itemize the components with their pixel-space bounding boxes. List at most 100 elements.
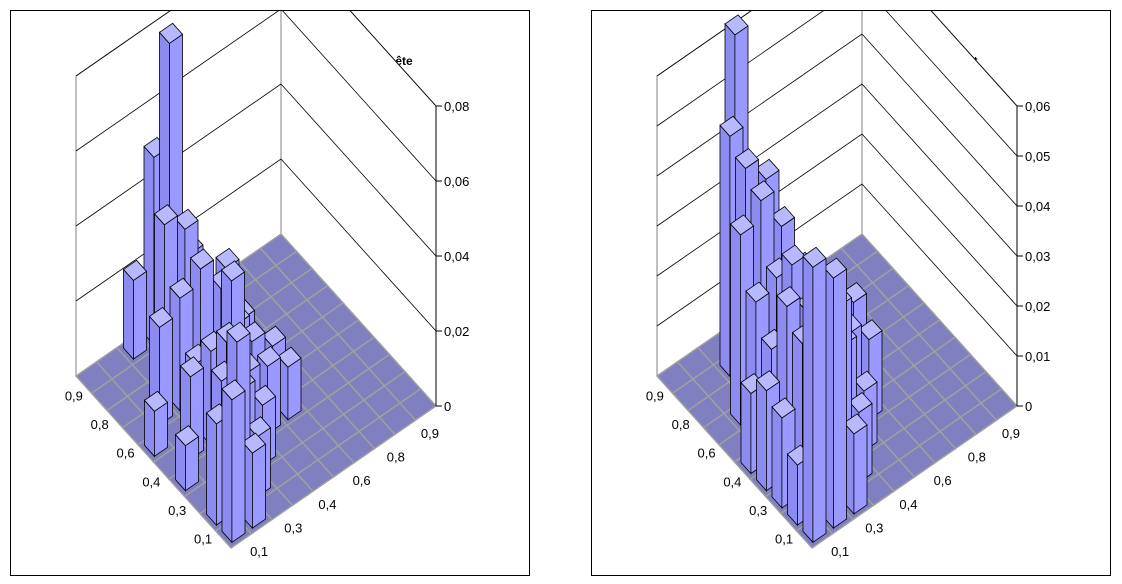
- bar-face-top: [848, 391, 873, 414]
- bar-face-top: [174, 208, 199, 230]
- bar-face-top: [226, 321, 251, 343]
- z-tick-label: 0,05: [1025, 149, 1050, 164]
- bar-face-top: [822, 257, 848, 279]
- bar-face-top: [174, 425, 200, 447]
- y-tick-label: 0,8: [91, 417, 109, 432]
- z-tick-label: 0,01: [1025, 349, 1050, 364]
- y-tick-label: 0,3: [168, 503, 186, 518]
- z-tick-label: 0,06: [444, 174, 469, 189]
- x-tick-label: 0,9: [1002, 426, 1020, 441]
- bar-face-top: [143, 390, 169, 412]
- bar-face-left: [206, 411, 217, 527]
- z-tick-label: 0,06: [1025, 99, 1050, 114]
- bar-face-top: [169, 277, 194, 299]
- bar: [221, 379, 246, 544]
- bar-face-top: [781, 244, 806, 266]
- bar-face-left: [802, 255, 814, 544]
- bar-face-front: [133, 270, 147, 360]
- x-tick-label: 0,8: [968, 450, 986, 465]
- x-tick-label: 0,3: [284, 521, 302, 536]
- bar-face-top: [776, 285, 801, 308]
- floor-cell: [259, 233, 298, 267]
- bar-face-left: [771, 405, 783, 509]
- bar-face-top: [745, 281, 770, 303]
- bar-face-top: [858, 319, 883, 341]
- bar-face-top: [158, 22, 184, 44]
- y-tick-label: 0,6: [698, 446, 716, 461]
- x-tick-label: 0,1: [831, 544, 849, 559]
- bar-face-top: [261, 325, 287, 347]
- z-tick-label: 0: [1025, 399, 1032, 414]
- bar-face-front: [832, 268, 847, 529]
- bar-face-left: [123, 268, 134, 361]
- y-tick-label: 0,4: [142, 474, 160, 489]
- bar-face-top: [189, 248, 215, 270]
- bar-face-top: [724, 14, 749, 36]
- bar-face-top: [179, 356, 205, 378]
- y-tick-label: 0,1: [775, 532, 793, 547]
- y-tick-label: 0,9: [646, 388, 664, 403]
- bar-face-top: [153, 204, 179, 226]
- bar: [174, 425, 200, 492]
- x-tick-label: 0,9: [421, 426, 439, 441]
- bar-face-top: [221, 379, 246, 401]
- bar-face-top: [277, 346, 302, 368]
- bar-face-top: [719, 115, 744, 137]
- bar: [122, 259, 148, 361]
- bar-face-top: [750, 180, 775, 202]
- bar-face-top: [755, 370, 781, 392]
- z-tick-label: 0,02: [444, 324, 469, 339]
- bar: [277, 346, 302, 421]
- bar-face-top: [251, 384, 277, 406]
- x-tick-label: 0,4: [899, 497, 917, 512]
- gridline: [75, 11, 437, 182]
- z-tick-label: 0,04: [1025, 199, 1050, 214]
- bar3d-plot: 0 0,01 0,02 0,03 0,04 0,05 0,06 0,1 0,3 0,4 0,6 0,8…: [646, 11, 1050, 559]
- bar-face-top: [729, 214, 755, 236]
- bar-face-left: [740, 381, 752, 475]
- bar-face-left: [730, 222, 741, 426]
- bar-face-top: [122, 259, 148, 281]
- z-tick-label: 0,02: [1025, 299, 1050, 314]
- z-tick-label: 0,08: [444, 99, 469, 114]
- x-tick-label: 0,6: [934, 473, 952, 488]
- bar-face-left: [221, 387, 233, 544]
- y-tick-label: 0,9: [65, 388, 83, 403]
- bar: [843, 413, 868, 515]
- z-tick-label: 0: [444, 399, 451, 414]
- bar-face-top: [755, 158, 780, 180]
- bar-face-front: [231, 390, 246, 544]
- y-tick-label: 0,6: [117, 446, 135, 461]
- bar-face-top: [853, 370, 878, 392]
- chart-panel-left: Densité Empirique Copule MR PART. - Temp…: [10, 10, 530, 576]
- z-tick-label: 0,03: [1025, 249, 1050, 264]
- bar: [143, 390, 169, 458]
- bar: [241, 432, 267, 530]
- x-tick-label: 0,3: [865, 521, 883, 536]
- bar-face-front: [812, 257, 827, 544]
- y-tick-label: 0,8: [672, 417, 690, 432]
- bar-face-top: [241, 432, 267, 454]
- x-tick-label: 0,4: [318, 497, 336, 512]
- x-tick-label: 0,8: [387, 450, 405, 465]
- bar-face-top: [771, 397, 796, 419]
- z-tick-label: 0,04: [444, 249, 469, 264]
- bar-face-top: [770, 205, 796, 228]
- x-tick-label: 0,6: [353, 473, 371, 488]
- chart-panel-right: Densité Empirique Copule AUTO. - Cat Nat…: [591, 10, 1111, 576]
- bar3d-plot: 0 0,02 0,04 0,06 0,08 0,1 0,3 0,4 0,6 0,8 0,9 0,1 0,…: [65, 11, 469, 559]
- gridline: [75, 11, 437, 107]
- bar: [822, 257, 848, 530]
- bar-face-front: [251, 443, 266, 529]
- y-tick-label: 0,3: [749, 503, 767, 518]
- bar-face-left: [787, 453, 798, 527]
- bar-face-top: [256, 345, 282, 367]
- bar-face-left: [719, 124, 731, 378]
- bar-face-front: [287, 357, 302, 421]
- bar: [802, 246, 827, 544]
- bar-face-top: [246, 416, 272, 438]
- bar-face-front: [853, 424, 868, 515]
- floor-cell: [840, 233, 879, 267]
- bar-face-top: [802, 246, 827, 268]
- bar-face-top: [148, 306, 174, 328]
